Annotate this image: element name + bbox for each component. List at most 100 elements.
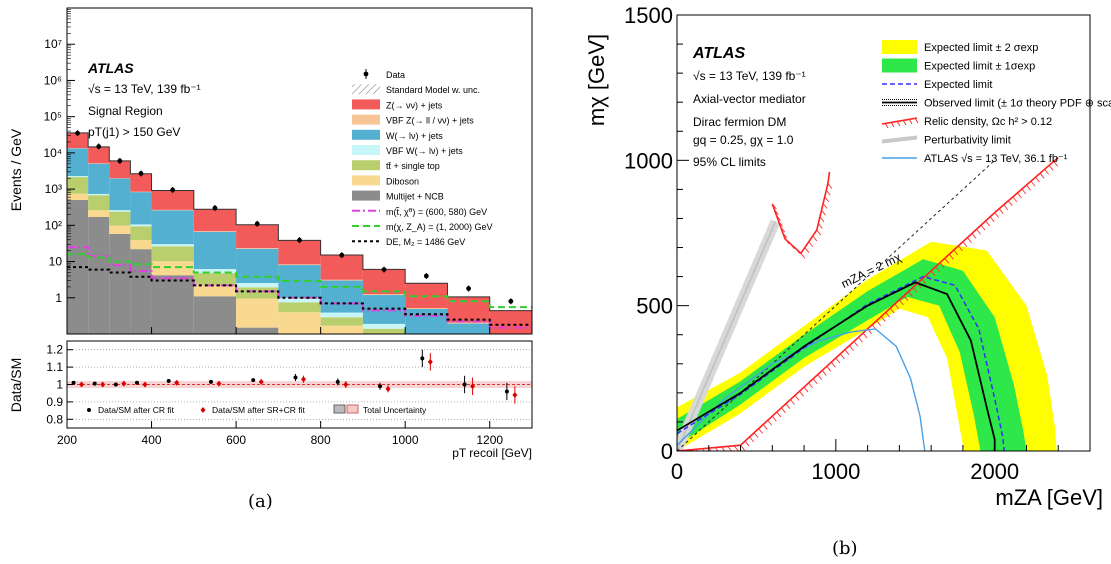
data-point-3: [138, 171, 144, 176]
relic-lower-hatch: [908, 291, 913, 297]
atlas-36-line: [677, 328, 926, 451]
b-ytick-label-2: 1000: [624, 148, 673, 173]
relic-lower-hatch: [767, 419, 773, 426]
relic-lower-hatch: [830, 361, 836, 368]
bar-3-6: [236, 283, 279, 288]
legend-sym-bkg: [352, 99, 380, 110]
legend-b-sym-4: [881, 117, 918, 125]
bar-3-4: [151, 244, 194, 247]
relic-lower-hatch: [1035, 176, 1040, 183]
ratio-cr-point-4: [166, 379, 171, 384]
relic-lower-hatch: [753, 432, 759, 439]
bar-6-12: [489, 310, 532, 334]
ratio-cr-point-8: [335, 379, 340, 384]
relic-upper-hatch: [780, 226, 786, 233]
ratio-srcr-point-1: [100, 381, 106, 388]
series-5: [67, 148, 490, 324]
data-point-0: [75, 130, 80, 136]
frame-b: [676, 14, 1091, 452]
bar-5-6: [236, 248, 279, 249]
caption-b: (b): [832, 538, 858, 559]
ytick-label-6: 10⁶: [44, 73, 62, 87]
plot-area-b: mZA = 2 mχ: [677, 156, 1059, 451]
bar-1-6: [236, 298, 279, 328]
data-point-7: [297, 237, 302, 243]
legend-b-relic-hatch: [890, 121, 895, 128]
bar-3-0: [67, 176, 89, 178]
header-region: Signal Region: [88, 104, 163, 118]
b-y-axis-label: mχ [GeV]: [584, 34, 609, 126]
bar-6-5: [193, 209, 237, 232]
legend-label-3: VBF Z(→ ll / νν) + jets: [386, 116, 474, 126]
relic-lower-hatch: [794, 395, 800, 401]
bar-0-3: [130, 249, 152, 334]
bar-4-5: [193, 231, 237, 270]
bar-2-5: [193, 273, 237, 285]
legend-b-relic-hatch: [884, 122, 889, 129]
relic-lower-hatch: [858, 336, 863, 343]
relic-lower-hatch: [1030, 180, 1036, 187]
ytick-label-5: 10⁵: [44, 110, 62, 124]
bar-6-0: [67, 132, 89, 149]
relic-lower-hatch: [785, 403, 791, 409]
b-x-axis-label: mZA [GeV]: [995, 485, 1103, 510]
legend-b: Expected limit ± 2 σexp Expected limit ± …: [881, 40, 1111, 165]
legend-sym-bkg: [352, 175, 380, 186]
bar-2-8: [320, 317, 363, 326]
legend-b-label-4: Relic density, Ωc h² > 0.12: [924, 116, 1052, 128]
header-cut: pT(j1) > 150 GeV: [88, 125, 180, 139]
bar-5-10: [405, 308, 448, 309]
ratio-srcr-point-12: [512, 391, 518, 398]
legend-label-9: m(t̃, χ̃⁰) = (600, 580) GeV: [386, 207, 487, 217]
bar-6-3: [130, 173, 152, 192]
main-frame: [66, 7, 533, 335]
header-energy: √s = 13 TeV, 139 fb⁻¹: [88, 82, 201, 96]
b-header-experiment: ATLAS: [692, 45, 745, 62]
b-header-dm: Dirac fermion DM: [693, 115, 786, 129]
bar-6-8: [320, 255, 363, 280]
relic-lower-hatch: [899, 299, 904, 306]
relic-lower-hatch: [876, 320, 882, 326]
bar-1-1: [88, 210, 110, 217]
relic-lower-hatch: [862, 332, 868, 339]
ytick-label-4: 10⁴: [43, 146, 62, 160]
bar-4-6: [236, 248, 279, 284]
relic-lower-hatch: [677, 450, 678, 451]
relic-lower-hatch: [853, 341, 859, 347]
relic-upper-hatch: [804, 247, 810, 253]
legend-sym-bkg: [352, 190, 380, 201]
ratio-panel: 0.8 0.9 1 1.1 1.2 Data/SM Data/SM after CR fit…: [8, 340, 533, 429]
bar-2-4: [151, 246, 194, 262]
relic-lower-hatch: [967, 237, 972, 243]
relic-lower-hatch: [1048, 165, 1054, 171]
bar-0-4: [151, 275, 194, 334]
relic-lower-hatch: [821, 370, 827, 376]
relic-upper-hatch: [812, 235, 818, 242]
relic-lower-hatch: [958, 245, 963, 252]
ratio-cr-point-2: [113, 382, 118, 387]
relic-lower-hatch: [1012, 196, 1018, 203]
relic-upper-hatch: [808, 241, 814, 248]
relic-lower-hatch: [989, 216, 995, 223]
ratio-cr-point-12: [504, 389, 509, 394]
relic-lower-hatch: [762, 424, 768, 430]
relic-upper-line: [771, 171, 831, 255]
relic-lower-hatch: [840, 353, 845, 360]
relic-upper-hatch: [816, 229, 822, 236]
relic-lower-hatch: [799, 390, 804, 397]
observed-line: [677, 281, 996, 451]
relic-upper: [771, 171, 833, 259]
perturbativity-line: [677, 221, 777, 451]
relic-lower-hatch: [733, 445, 739, 451]
legend-label-4: W(→ lν) + jets: [386, 131, 443, 141]
relic-lower-hatch: [998, 208, 1004, 214]
relic-lower-hatch: [953, 249, 959, 256]
bar-5-5: [193, 231, 237, 232]
relic-lower-hatch: [976, 228, 981, 235]
legend-sym-bkg: [352, 145, 380, 155]
ytick-label-1: 10: [49, 255, 63, 269]
ratio-srcr-point-4: [174, 379, 180, 386]
bar-4-10: [405, 308, 448, 334]
ratio-cr-point-11: [462, 382, 467, 387]
relic-lower-hatch: [835, 357, 841, 364]
